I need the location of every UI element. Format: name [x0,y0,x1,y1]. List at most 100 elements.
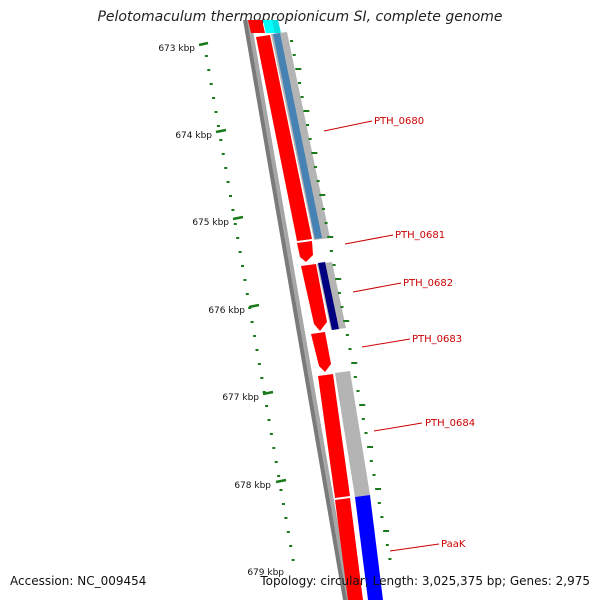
gc-skew-dot [253,335,257,337]
gc-content-dot [303,110,310,112]
gc-content-dot [345,334,349,336]
gc-skew-dot [272,447,276,449]
gc-skew-dot [229,195,232,197]
homology-track [263,20,383,600]
gc-content-dot [380,516,384,518]
tick-676: 676 kbp [208,303,260,316]
gc-skew-dot [274,461,278,463]
gc-content-dot [367,446,374,448]
gc-content-dot [343,320,350,322]
gc-skew-dot [250,321,254,323]
gc-content-dot [377,502,381,504]
axis-ticks: 673 kbp 674 kbp 675 kbp 676 kbp 677 kbp … [158,41,287,578]
gc-skew-dot [260,377,264,379]
gc-content-dot [364,432,368,434]
gc-content-dot [298,82,301,84]
gc-content-dot [295,68,302,70]
gene-leaders [323,120,440,552]
gene-label-PTH_0682[interactable]: PTH_0682 [403,278,453,289]
tick-label: 675 kbp [192,218,229,228]
gc-content-dot [335,278,342,280]
gene-label-PTH_0681[interactable]: PTH_0681 [395,230,445,241]
gc-skew-dot [277,475,281,477]
gc-content-dot [311,152,318,154]
gene-label-PTH_0684[interactable]: PTH_0684 [425,418,475,429]
gc-content-dot [308,138,312,140]
backbone-track [243,20,351,600]
gc-skew-dot [216,125,220,127]
gc-content-dot [356,390,360,392]
gc-content-dot [353,376,357,378]
gc-content-dot [306,124,309,126]
tick-label: 677 kbp [222,393,259,403]
gc-skew-dot [219,139,223,141]
cds-PTH_0684[interactable] [318,374,350,498]
cds-PTH_0681[interactable] [297,241,313,262]
gc-skew-dot [233,223,237,225]
cds-top-stub [248,20,265,33]
cds-PaaK[interactable] [335,498,363,600]
tick-677: 677 kbp [222,390,274,403]
gc-skew-dot [243,279,247,281]
gc-skew-dot [262,391,266,393]
cds-PTH_0680[interactable] [256,35,312,241]
gc-skew-dot [289,545,293,547]
tick-674: 674 kbp [175,128,227,141]
tick-678: 678 kbp [234,478,287,491]
gc-skew-dot [255,349,259,351]
tick-label: 674 kbp [175,131,212,141]
gc-skew-dot [212,97,216,99]
gc-skew-dot [281,503,285,505]
gc-content-dot [340,306,344,308]
gc-skew-dot [226,181,230,183]
gc-content-dot [348,348,352,350]
gc-skew-dot [238,251,242,253]
tick-675: 675 kbp [192,215,244,228]
tick-label: 678 kbp [234,481,271,491]
gc-content-dot [361,418,365,420]
gc-skew-dot [209,83,213,85]
gc-content-dot [329,250,333,252]
gc-skew-dot [279,489,283,491]
gc-content-dot [375,488,382,490]
cds-PTH_0683[interactable] [311,332,331,372]
tick-label: 676 kbp [208,306,245,316]
gc-skew-dot [214,111,218,113]
gc-skew-dot [241,265,244,267]
tick-label: 679 kbp [247,568,284,578]
gc-skew-dot [286,531,290,533]
gene-labels: PTH_0680 PTH_0681 PTH_0682 PTH_0683 PTH_… [374,116,475,550]
gene-label-PTH_0680[interactable]: PTH_0680 [374,116,424,127]
gc-content-dot [359,404,366,406]
gene-label-PTH_0683[interactable]: PTH_0683 [412,334,462,345]
gc-content-dot [369,460,373,462]
gc-content-dot [385,544,389,546]
gc-content-dot [388,558,392,560]
gc-skew-dot [291,559,295,561]
tick-679: 679 kbp [247,568,284,578]
gc-skew-dot [265,405,269,407]
gene-label-PaaK[interactable]: PaaK [441,539,466,550]
gc-skew-dot [236,237,240,239]
gc-skew-dot [245,293,249,295]
accession-text: Accession: NC_009454 [10,574,147,588]
cds-PTH_0682[interactable] [301,264,327,331]
cds-track [248,20,363,600]
gc-content-dot [300,96,304,98]
gc-content-track [290,40,392,560]
gc-content-dot [313,166,317,168]
gc-skew-dot [224,167,228,169]
gc-content-dot [332,264,336,266]
map-title: Pelotomaculum thermopropionicum SI, comp… [97,9,503,25]
gc-content-dot [319,194,326,196]
gc-skew-dot [267,419,271,421]
gc-skew-dot [204,55,208,57]
gc-content-dot [292,54,296,56]
gc-content-dot [337,292,341,294]
gc-content-dot [383,530,390,532]
gc-content-dot [316,180,320,182]
gc-content-dot [290,40,293,42]
genome-summary-text: Topology: circular; Length: 3,025,375 bp… [260,574,590,588]
tick-673: 673 kbp [158,41,209,54]
